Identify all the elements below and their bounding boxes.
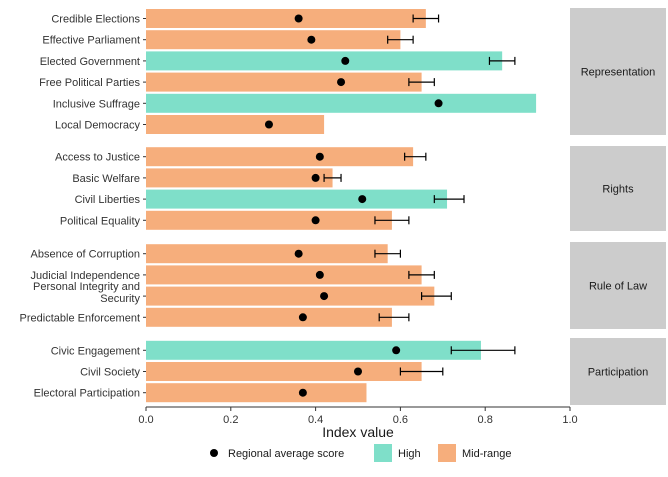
category-label-personal-integrity-and-security: Personal Integrity and Security — [33, 281, 141, 305]
category-label-free-political-parties: Free Political Parties — [39, 77, 140, 89]
legend-item-high: High — [374, 444, 421, 462]
bar-credible-elections — [146, 9, 426, 28]
category-label-judicial-independence: Judicial Independence — [31, 270, 140, 282]
legend-label: High — [398, 448, 421, 460]
bar-absence-of-corruption — [146, 244, 388, 264]
avg-point-predictable-enforcement — [298, 313, 307, 322]
error-bar-free-political-parties — [408, 78, 435, 87]
avg-point-elected-government — [341, 56, 350, 65]
avg-point-civil-liberties — [358, 195, 367, 204]
avg-point-local-democracy — [264, 120, 273, 129]
facet-strip-rights — [570, 146, 666, 231]
facet-label-rights: Rights — [602, 184, 634, 196]
bar-electoral-participation — [146, 383, 367, 403]
bar-elected-government — [146, 51, 503, 71]
category-label-electoral-participation: Electoral Participation — [34, 388, 140, 400]
x-tick-label-0-0: 0.0 — [138, 414, 153, 426]
facet-label-participation: Participation — [588, 367, 649, 379]
x-tick-label-0-6: 0.6 — [393, 414, 408, 426]
avg-point-personal-integrity-and-security — [320, 292, 329, 301]
category-label-line: Personal Integrity and — [33, 281, 140, 293]
x-tick-label-0-2: 0.2 — [223, 414, 238, 426]
bar-predictable-enforcement — [146, 307, 392, 327]
bar-personal-integrity-and-security — [146, 286, 435, 306]
legend: Regional average score High Mid-range — [210, 444, 512, 462]
category-label-credible-elections: Credible Elections — [51, 14, 140, 26]
category-label-effective-parliament: Effective Parliament — [42, 35, 140, 47]
error-bar-civil-society — [399, 367, 444, 376]
legend-item-regional-average-score: Regional average score — [210, 448, 344, 460]
legend-key-mid-range — [438, 444, 456, 462]
avg-point-civic-engagement — [392, 346, 401, 355]
x-tick-label-0-8: 0.8 — [478, 414, 493, 426]
bar-free-political-parties — [146, 72, 422, 92]
error-bar-elected-government — [488, 56, 516, 65]
avg-point-absence-of-corruption — [294, 249, 303, 258]
error-bar-judicial-independence — [408, 270, 435, 279]
bar-judicial-independence — [146, 265, 422, 285]
x-axis-title: Index value — [322, 424, 394, 440]
legend-key-high — [374, 444, 392, 462]
category-label-local-democracy: Local Democracy — [55, 120, 140, 132]
x-tick-label-1-0: 1.0 — [562, 414, 577, 426]
bar-civic-engagement — [146, 340, 481, 360]
avg-point-political-equality — [311, 216, 320, 225]
error-bar-civil-liberties — [433, 195, 465, 204]
bar-civil-society — [146, 362, 422, 381]
avg-point-electoral-participation — [298, 388, 307, 397]
legend-label: Mid-range — [462, 448, 512, 460]
facet-strip-representation — [570, 8, 666, 135]
category-label-civil-liberties: Civil Liberties — [75, 194, 141, 206]
category-label-inclusive-suffrage: Inclusive Suffrage — [53, 98, 140, 110]
category-label-basic-welfare: Basic Welfare — [72, 173, 140, 185]
legend-label: Regional average score — [228, 448, 344, 460]
bar-effective-parliament — [146, 30, 401, 50]
error-bar-credible-elections — [412, 14, 440, 23]
category-label-civil-society: Civil Society — [80, 367, 140, 379]
category-label-absence-of-corruption: Absence of Corruption — [31, 249, 140, 261]
error-bar-political-equality — [374, 216, 410, 225]
legend-item-mid-range: Mid-range — [438, 444, 512, 462]
bar-access-to-justice — [146, 147, 414, 167]
bar-civil-liberties — [146, 189, 448, 209]
error-bar-basic-welfare — [323, 173, 342, 182]
avg-point-free-political-parties — [337, 78, 346, 87]
x-tick-label-0-4: 0.4 — [308, 414, 323, 426]
error-bar-effective-parliament — [387, 35, 414, 44]
error-bar-access-to-justice — [404, 152, 427, 161]
category-label-political-equality: Political Equality — [60, 215, 141, 227]
error-bar-absence-of-corruption — [374, 249, 401, 258]
category-label-civic-engagement: Civic Engagement — [51, 345, 140, 357]
avg-point-credible-elections — [294, 14, 303, 23]
facet-strip-participation — [570, 338, 666, 405]
bar-political-equality — [146, 210, 392, 230]
category-label-access-to-justice: Access to Justice — [55, 152, 140, 164]
avg-point-basic-welfare — [311, 173, 320, 182]
facet-label-rule-of-law: Rule of Law — [589, 281, 647, 293]
bar-basic-welfare — [146, 168, 333, 188]
avg-point-effective-parliament — [307, 35, 316, 44]
avg-point-judicial-independence — [315, 270, 324, 279]
error-bar-predictable-enforcement — [378, 313, 410, 322]
avg-point-inclusive-suffrage — [434, 99, 443, 108]
facet-strip-rule-of-law — [570, 242, 666, 329]
avg-point-access-to-justice — [315, 152, 324, 161]
category-label-predictable-enforcement: Predictable Enforcement — [20, 312, 140, 324]
bar-inclusive-suffrage — [146, 93, 537, 113]
error-bar-civic-engagement — [450, 346, 516, 355]
avg-point-civil-society — [354, 367, 362, 376]
legend-key-point — [210, 449, 218, 457]
category-label-elected-government: Elected Government — [40, 56, 140, 68]
x-axis: 0.0 0.2 0.4 0.6 0.8 1.0 Index value — [138, 406, 578, 440]
plot-area: Representation Credible Elections Effectiv… — [20, 8, 666, 405]
error-bar-personal-integrity-and-security — [421, 292, 452, 301]
bar-local-democracy — [146, 115, 325, 134]
facet-label-representation: Representation — [581, 67, 656, 79]
category-label-line: Security — [100, 293, 140, 305]
